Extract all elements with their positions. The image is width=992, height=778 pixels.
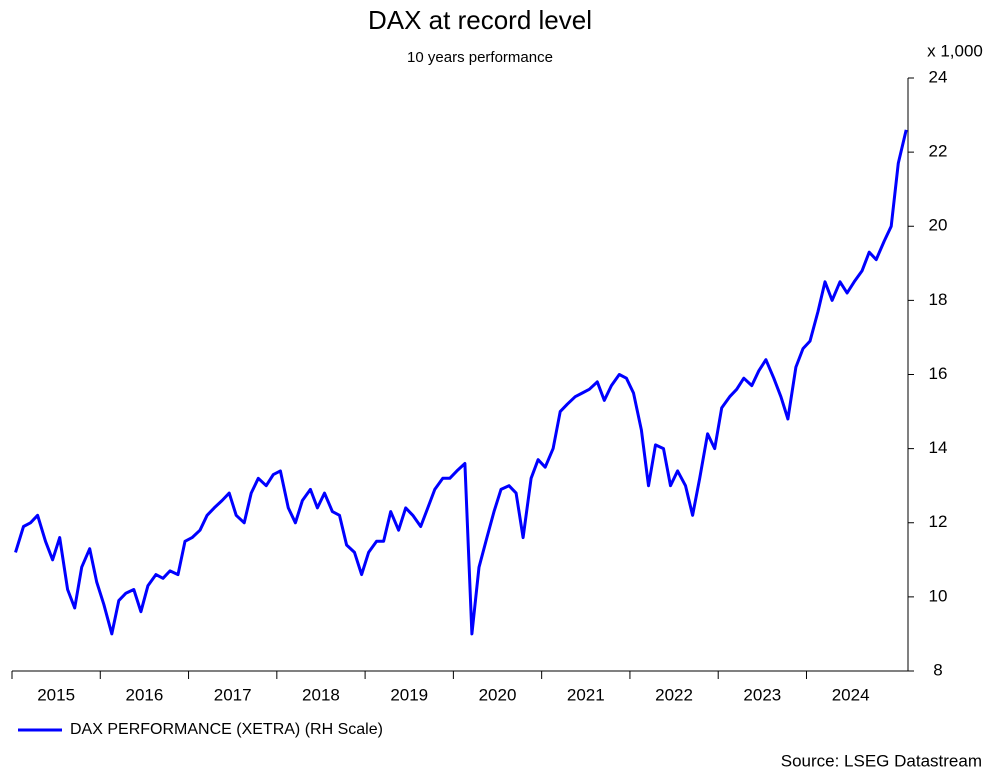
x-tick-label: 2018 xyxy=(302,685,340,704)
y-tick-label: 12 xyxy=(929,512,948,531)
y-tick-label: 20 xyxy=(929,216,948,235)
x-tick-label: 2017 xyxy=(214,685,252,704)
x-tick-label: 2015 xyxy=(37,685,75,704)
x-tick-label: 2020 xyxy=(479,685,517,704)
source: Source: LSEG Datastream xyxy=(781,751,982,770)
x-tick-label: 2024 xyxy=(832,685,870,704)
y-tick-label: 14 xyxy=(929,438,948,457)
x-tick-label: 2019 xyxy=(390,685,428,704)
x-tick-label: 2016 xyxy=(125,685,163,704)
y-tick-label: 22 xyxy=(929,142,948,161)
x-tick-label: 2022 xyxy=(655,685,693,704)
y-tick-label: 8 xyxy=(933,660,942,679)
chart-title: DAX at record level xyxy=(368,5,592,35)
y-tick-label: 10 xyxy=(929,586,948,605)
legend-label: DAX PERFORMANCE (XETRA) (RH Scale) xyxy=(70,721,383,738)
y-tick-label: 16 xyxy=(929,364,948,383)
chart-subtitle: 10 years performance xyxy=(407,49,553,66)
y-tick-label: 24 xyxy=(929,67,948,86)
y-tick-label: 18 xyxy=(929,290,948,309)
y-unit-label: x 1,000 xyxy=(927,41,983,60)
data-line xyxy=(14,129,908,636)
x-tick-label: 2023 xyxy=(743,685,781,704)
x-tick-label: 2021 xyxy=(567,685,605,704)
